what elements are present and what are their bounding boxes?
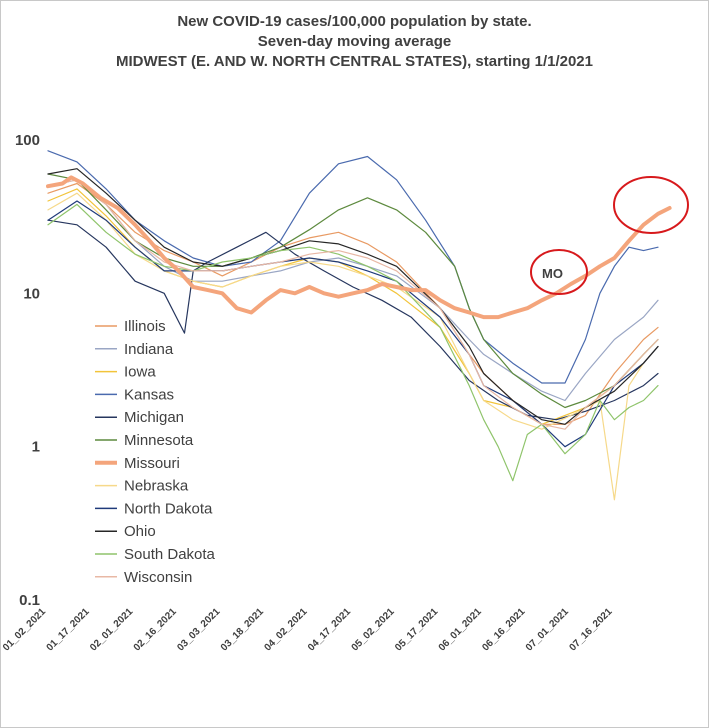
x-tick-label: 03_03_2021 [175,606,222,653]
mo-annotation-circle [530,249,588,295]
annotations: MO [530,176,689,295]
series-lines [46,150,672,501]
series-line-wisconsin [47,179,659,430]
legend-item: Nebraska [95,478,189,495]
x-tick-label: 06_16_2021 [480,606,527,653]
missouri-endpoint-circle [613,176,689,234]
legend-label: Ohio [124,523,156,540]
x-tick-label: 05_17_2021 [393,606,440,653]
y-tick-label: 0.1 [19,592,40,609]
x-tick-label: 04_02_2021 [262,606,309,653]
series-line-ohio [47,168,659,425]
x-tick-label: 07_01_2021 [524,606,571,653]
legend-item: Kansas [95,386,174,403]
legend-label: Kansas [124,386,174,403]
chart-title-line-2: Seven-day moving average [257,33,452,50]
legend-label: Illinois [124,318,166,335]
legend-label: Minnesota [124,432,194,449]
series-line-missouri [46,175,672,320]
x-tick-label: 01_17_2021 [45,606,92,653]
legend-label: Nebraska [124,478,189,495]
legend-label: Michigan [124,409,184,426]
legend-label: Wisconsin [124,569,192,586]
legend-label: Indiana [124,341,174,358]
chart-title: New COVID-19 cases/100,000 population by… [0,12,709,72]
chart-title-line-1: New COVID-19 cases/100,000 population by… [177,13,532,30]
x-tick-label: 04_17_2021 [306,606,353,653]
legend-item: Illinois [95,318,166,335]
legend-label: Missouri [124,455,180,472]
legend-item: Ohio [95,523,156,540]
x-tick-label: 05_02_2021 [350,606,397,653]
legend-item: Michigan [95,409,184,426]
series-line-nebraska [47,192,659,501]
series-line-kansas [47,150,659,384]
y-tick-label: 10 [23,285,40,302]
y-axis: 100 10 1 0.1 [15,132,40,609]
legend-item: Missouri [95,455,180,472]
y-tick-label: 1 [32,439,40,456]
x-tick-label: 02_01_2021 [88,606,135,653]
legend-label: South Dakota [124,546,216,563]
x-tick-label: 07_16_2021 [567,606,614,653]
legend-item: Iowa [95,364,156,381]
legend-item: North Dakota [95,500,213,517]
y-tick-label: 100 [15,132,40,149]
x-tick-label: 06_01_2021 [437,606,484,653]
x-tick-label: 03_18_2021 [219,606,266,653]
legend-label: Iowa [124,364,156,381]
legend-item: Indiana [95,341,174,358]
legend-item: Minnesota [95,432,194,449]
legend: Illinois Indiana Iowa Kansas Michigan Minneso… [95,318,216,586]
legend-item: South Dakota [95,546,216,563]
x-tick-label: 02_16_2021 [132,606,179,653]
chart-title-line-3: MIDWEST (E. AND W. NORTH CENTRAL STATES)… [116,53,593,70]
series-line-north-dakota [47,200,659,448]
x-tick-label: 01_02_2021 [1,606,48,653]
mo-annotation-label: MO [542,266,563,281]
series-line-michigan [47,219,659,421]
legend-item: Wisconsin [95,569,192,586]
x-axis: 01_02_202101_17_202102_01_202102_16_2021… [1,606,615,653]
legend-label: North Dakota [124,500,213,517]
